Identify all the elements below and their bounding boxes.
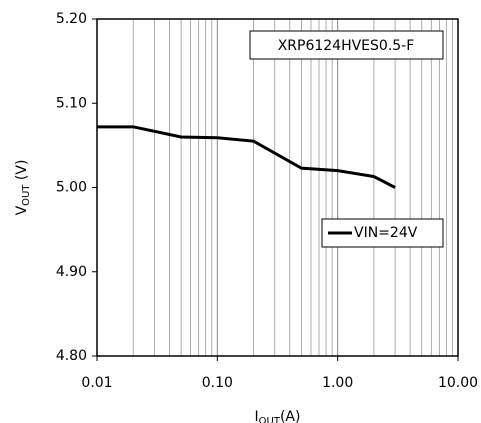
y-tick-label: 4.80	[56, 348, 87, 364]
legend-label: VIN=24V	[354, 225, 418, 241]
y-tick-label: 5.10	[56, 95, 87, 111]
annotation: XRP6124HVES0.5-F	[278, 38, 415, 54]
x-tick-label: 0.01	[81, 375, 112, 391]
x-axis-label-unit: (A)	[280, 409, 301, 423]
x-axis-label: IOUT(A)	[255, 409, 301, 423]
y-axis-label: VOUT (V)	[14, 160, 32, 216]
annotation-box	[249, 30, 444, 60]
x-tick-label: 10.00	[438, 375, 478, 391]
x-axis-label-sub: OUT	[259, 416, 281, 423]
y-tick-label: 5.00	[56, 180, 87, 196]
plot-frame	[96, 18, 459, 357]
x-axis-label-main: I	[255, 409, 259, 423]
y-axis-label-unit: (V)	[14, 160, 30, 185]
y-tick-label: 5.20	[56, 11, 87, 27]
data-line	[97, 125, 396, 189]
y-axis-label-main: V	[14, 205, 30, 215]
y-axis-label-sub: OUT	[21, 184, 32, 206]
x-tick-label: 0.10	[202, 375, 233, 391]
y-tick-label: 4.90	[56, 264, 87, 280]
x-tick-label: 1.00	[322, 375, 353, 391]
